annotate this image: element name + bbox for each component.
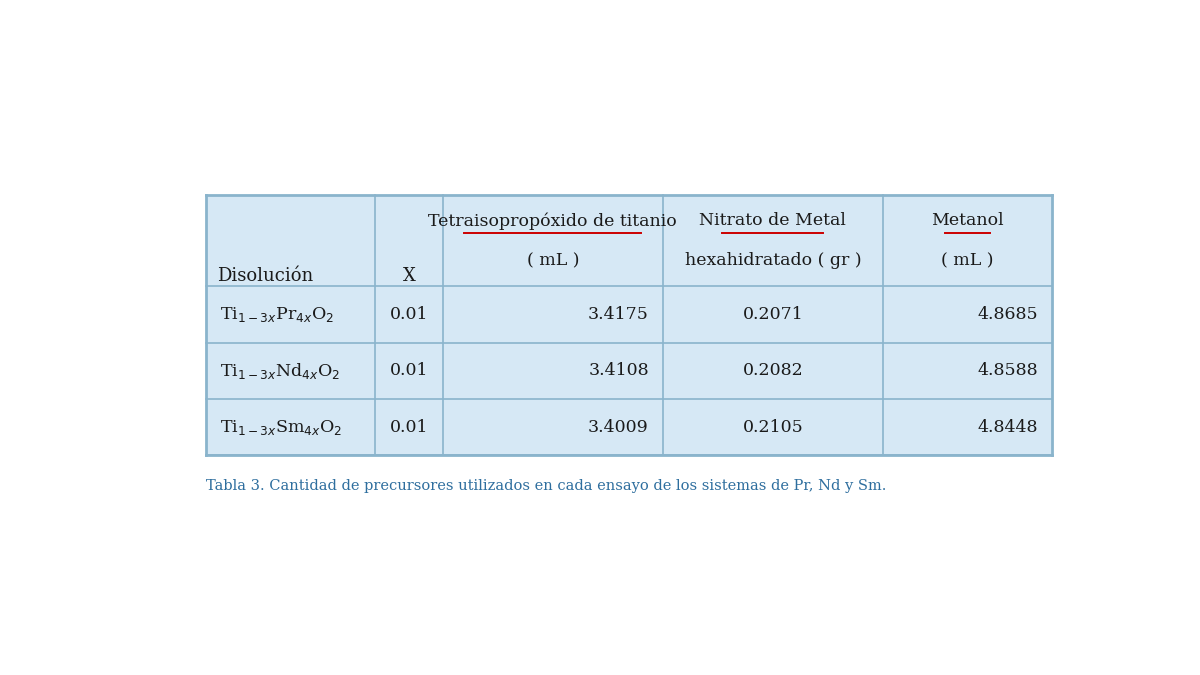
Text: Ti$_{1-3x}$Sm$_{4x}$O$_2$: Ti$_{1-3x}$Sm$_{4x}$O$_2$ [220,418,342,437]
Bar [206,195,1052,455]
Text: 0.01: 0.01 [390,362,428,379]
Text: 3.4108: 3.4108 [588,362,649,379]
Text: 0.2071: 0.2071 [743,306,803,323]
Text: 3.4175: 3.4175 [588,306,649,323]
Text: 0.01: 0.01 [390,418,428,435]
Text: Tabla 3. Cantidad de precursores utilizados en cada ensayo de los sistemas de Pr: Tabla 3. Cantidad de precursores utiliza… [206,479,886,493]
Text: Nitrato de Metal: Nitrato de Metal [700,213,846,230]
Text: ( mL ): ( mL ) [941,252,994,269]
Text: X: X [402,267,415,285]
Text: 3.4009: 3.4009 [588,418,649,435]
Text: Metanol: Metanol [931,213,1003,230]
Text: 0.2105: 0.2105 [743,418,803,435]
Text: Ti$_{1-3x}$Nd$_{4x}$O$_2$: Ti$_{1-3x}$Nd$_{4x}$O$_2$ [220,360,340,381]
Text: 0.01: 0.01 [390,306,428,323]
Text: 4.8588: 4.8588 [978,362,1038,379]
Text: 4.8685: 4.8685 [978,306,1038,323]
Text: 0.2082: 0.2082 [743,362,803,379]
Text: Disolución: Disolución [217,267,313,285]
Text: hexahidratado ( gr ): hexahidratado ( gr ) [684,252,862,269]
Text: 4.8448: 4.8448 [978,418,1038,435]
Text: Tetraisopropóxido de titanio: Tetraisopropóxido de titanio [428,212,677,230]
Text: ( mL ): ( mL ) [527,252,580,269]
Text: Ti$_{1-3x}$Pr$_{4x}$O$_2$: Ti$_{1-3x}$Pr$_{4x}$O$_2$ [220,305,334,324]
